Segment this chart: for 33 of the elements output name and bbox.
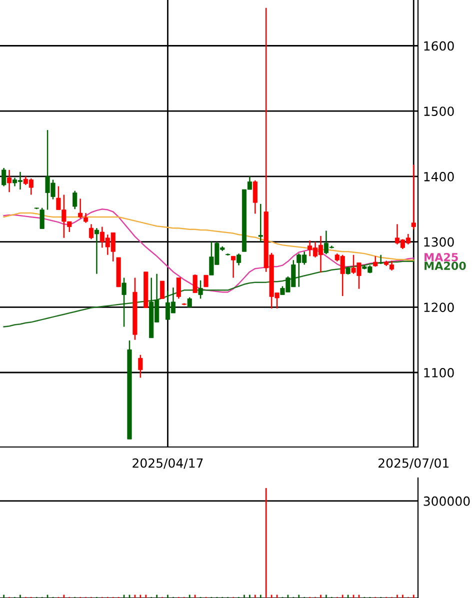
candlestick — [40, 207, 44, 230]
y-tick-label: 1300 — [424, 237, 454, 247]
candlestick — [252, 180, 258, 214]
y-tick-label: 1200 — [424, 302, 454, 312]
y-tick-label: 300000 — [424, 496, 470, 506]
candlestick — [84, 212, 88, 224]
candlestick — [2, 167, 6, 187]
candlestick — [258, 203, 263, 242]
candlestick — [236, 252, 242, 266]
y-tick-label: 1100 — [424, 368, 454, 378]
candlestick — [94, 227, 99, 274]
candlestick — [122, 277, 126, 328]
y-tick-label: 1500 — [424, 106, 454, 116]
y-tick-label: 1600 — [424, 41, 454, 51]
candlestick — [231, 256, 236, 278]
candlestick — [198, 280, 203, 300]
candlestick — [138, 354, 143, 378]
candlestick — [411, 164, 416, 230]
candlestick — [7, 169, 12, 193]
candlestick — [192, 274, 198, 294]
x-tick-label: 2025/04/17 — [132, 458, 203, 469]
y-tick-label: 1400 — [424, 172, 454, 182]
candlestick — [187, 296, 192, 308]
x-tick-label: 2025/07/01 — [378, 458, 448, 469]
series-label: MA25 — [424, 252, 458, 262]
candlestick — [378, 254, 384, 265]
candlestick — [204, 274, 208, 288]
candlestick — [88, 224, 94, 240]
candlestick — [72, 190, 78, 210]
candlestick — [160, 280, 165, 300]
series-label: MA200 — [424, 262, 466, 270]
candlestick — [78, 198, 83, 219]
candlestick — [176, 277, 181, 300]
